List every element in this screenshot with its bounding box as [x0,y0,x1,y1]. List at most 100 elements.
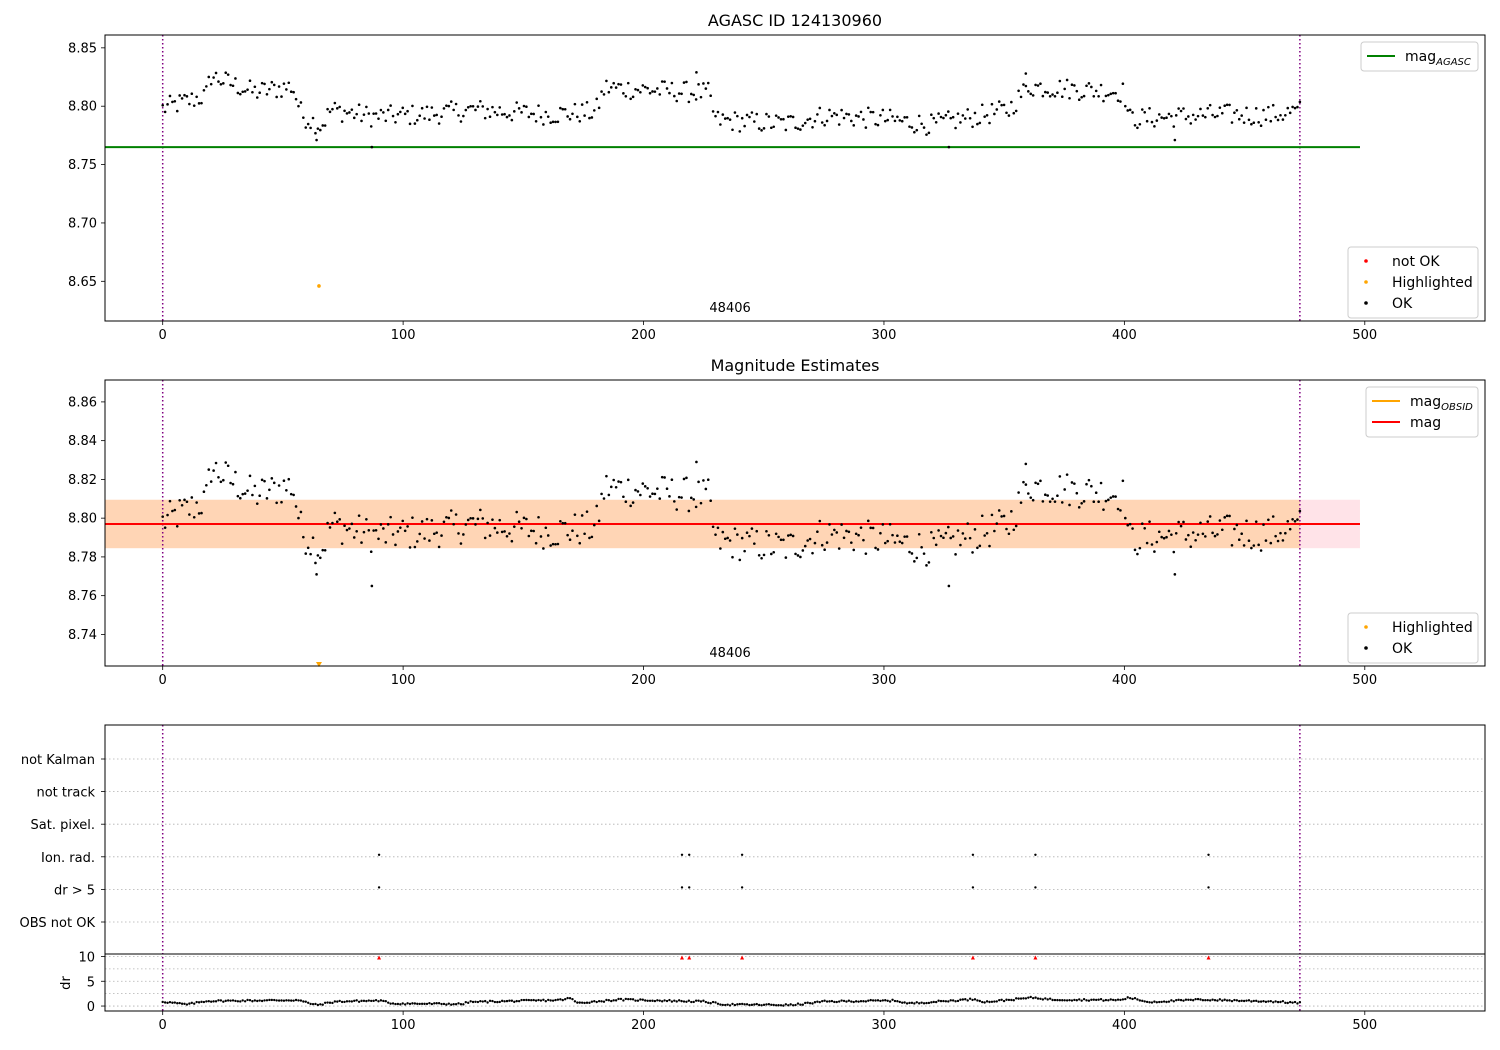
ok-point [423,537,426,540]
dr-point [733,1003,737,1007]
ok-point [532,529,535,533]
dr-point [1010,998,1013,1002]
dr-point [207,1000,210,1003]
ok-point [609,86,613,89]
ok-point [418,114,422,117]
dr-point [1298,1001,1302,1004]
dr-point [1281,999,1285,1003]
ok-point [711,525,715,529]
ok-point [665,87,669,90]
dr-point [1051,998,1054,1002]
flag-point [377,853,381,856]
dr-point [505,999,509,1003]
dr-point [646,999,649,1002]
ok-point [920,545,923,549]
dr-point [1293,1000,1297,1004]
dr-point [406,1002,409,1005]
ok-point [740,116,744,120]
ok-point [289,492,293,496]
ok-point [306,546,310,550]
ok-point [898,119,902,122]
dr-point [891,998,894,1001]
dr-point [377,1000,380,1003]
ok-point [908,550,911,554]
dr-point [898,1000,901,1004]
dr-point [1240,999,1243,1002]
dr-point [343,1000,346,1004]
ok-point [760,129,763,132]
dr-point [1153,1000,1156,1003]
ok-point [185,95,189,98]
ok-point [595,97,599,101]
ok-point [340,542,344,545]
ok-point [665,487,669,491]
legend-entry: magOBSID [1372,394,1473,413]
ok-point [857,533,860,537]
ok-point [315,573,318,576]
ok-point [326,107,329,111]
ok-point [583,114,586,117]
dr-point [268,998,271,1002]
dr-point [801,1003,805,1006]
ok-point [1027,492,1030,495]
ok-point [714,114,717,118]
ok-point [1036,84,1040,87]
ok-point [922,126,926,129]
ok-point [607,493,611,497]
dr-point [202,1000,206,1004]
ok-point [1211,531,1214,535]
ok-point [1182,107,1185,110]
ok-point [1111,495,1115,498]
ok-point [297,104,300,108]
ok-point [595,504,599,508]
dr-point [360,999,363,1003]
legend-entry: mag [1372,415,1441,431]
dr-point [1267,1000,1270,1003]
ok-point [1014,109,1018,113]
flag-row-label: OBS not OK [20,916,96,931]
ok-point [171,100,174,104]
ok-point [714,533,717,536]
ok-point [1269,541,1273,545]
ok-point [1165,535,1168,539]
ok-point [180,97,184,100]
ok-point [357,103,361,107]
ok-point [719,123,722,126]
ok-point [1230,543,1234,547]
dr-point [903,1001,906,1004]
ok-point [1208,103,1212,107]
dr-point [1218,998,1222,1001]
ok-point [192,515,196,519]
ok-point [995,108,999,111]
ok-point [765,529,768,533]
ok-point [411,104,414,108]
ok-point [879,113,882,117]
ok-point [457,114,460,117]
ok-point [1281,539,1285,542]
ok-point [1133,123,1137,127]
legend-label-main: OK [1392,296,1413,312]
ok-point [571,112,574,116]
dr-point [1107,999,1110,1002]
ok-point [891,533,894,537]
dr-point [954,1000,957,1003]
dr-point [1221,999,1224,1002]
ok-point [512,110,516,113]
dr-point [333,1000,337,1003]
dr-point [610,999,613,1003]
flag-point [1034,886,1037,889]
ok-point [988,544,991,548]
ok-point [886,118,889,122]
ok-point [328,526,332,529]
dr-point [1216,999,1219,1002]
ok-point [163,110,167,114]
legend-label-main: mag [1410,415,1441,431]
ok-point [292,493,295,497]
ok-point [309,552,312,556]
ok-point [823,548,826,552]
ok-point [437,545,441,549]
dr-point [770,1003,773,1006]
ok-point [660,80,664,83]
x-tick-label: 500 [1352,673,1377,688]
